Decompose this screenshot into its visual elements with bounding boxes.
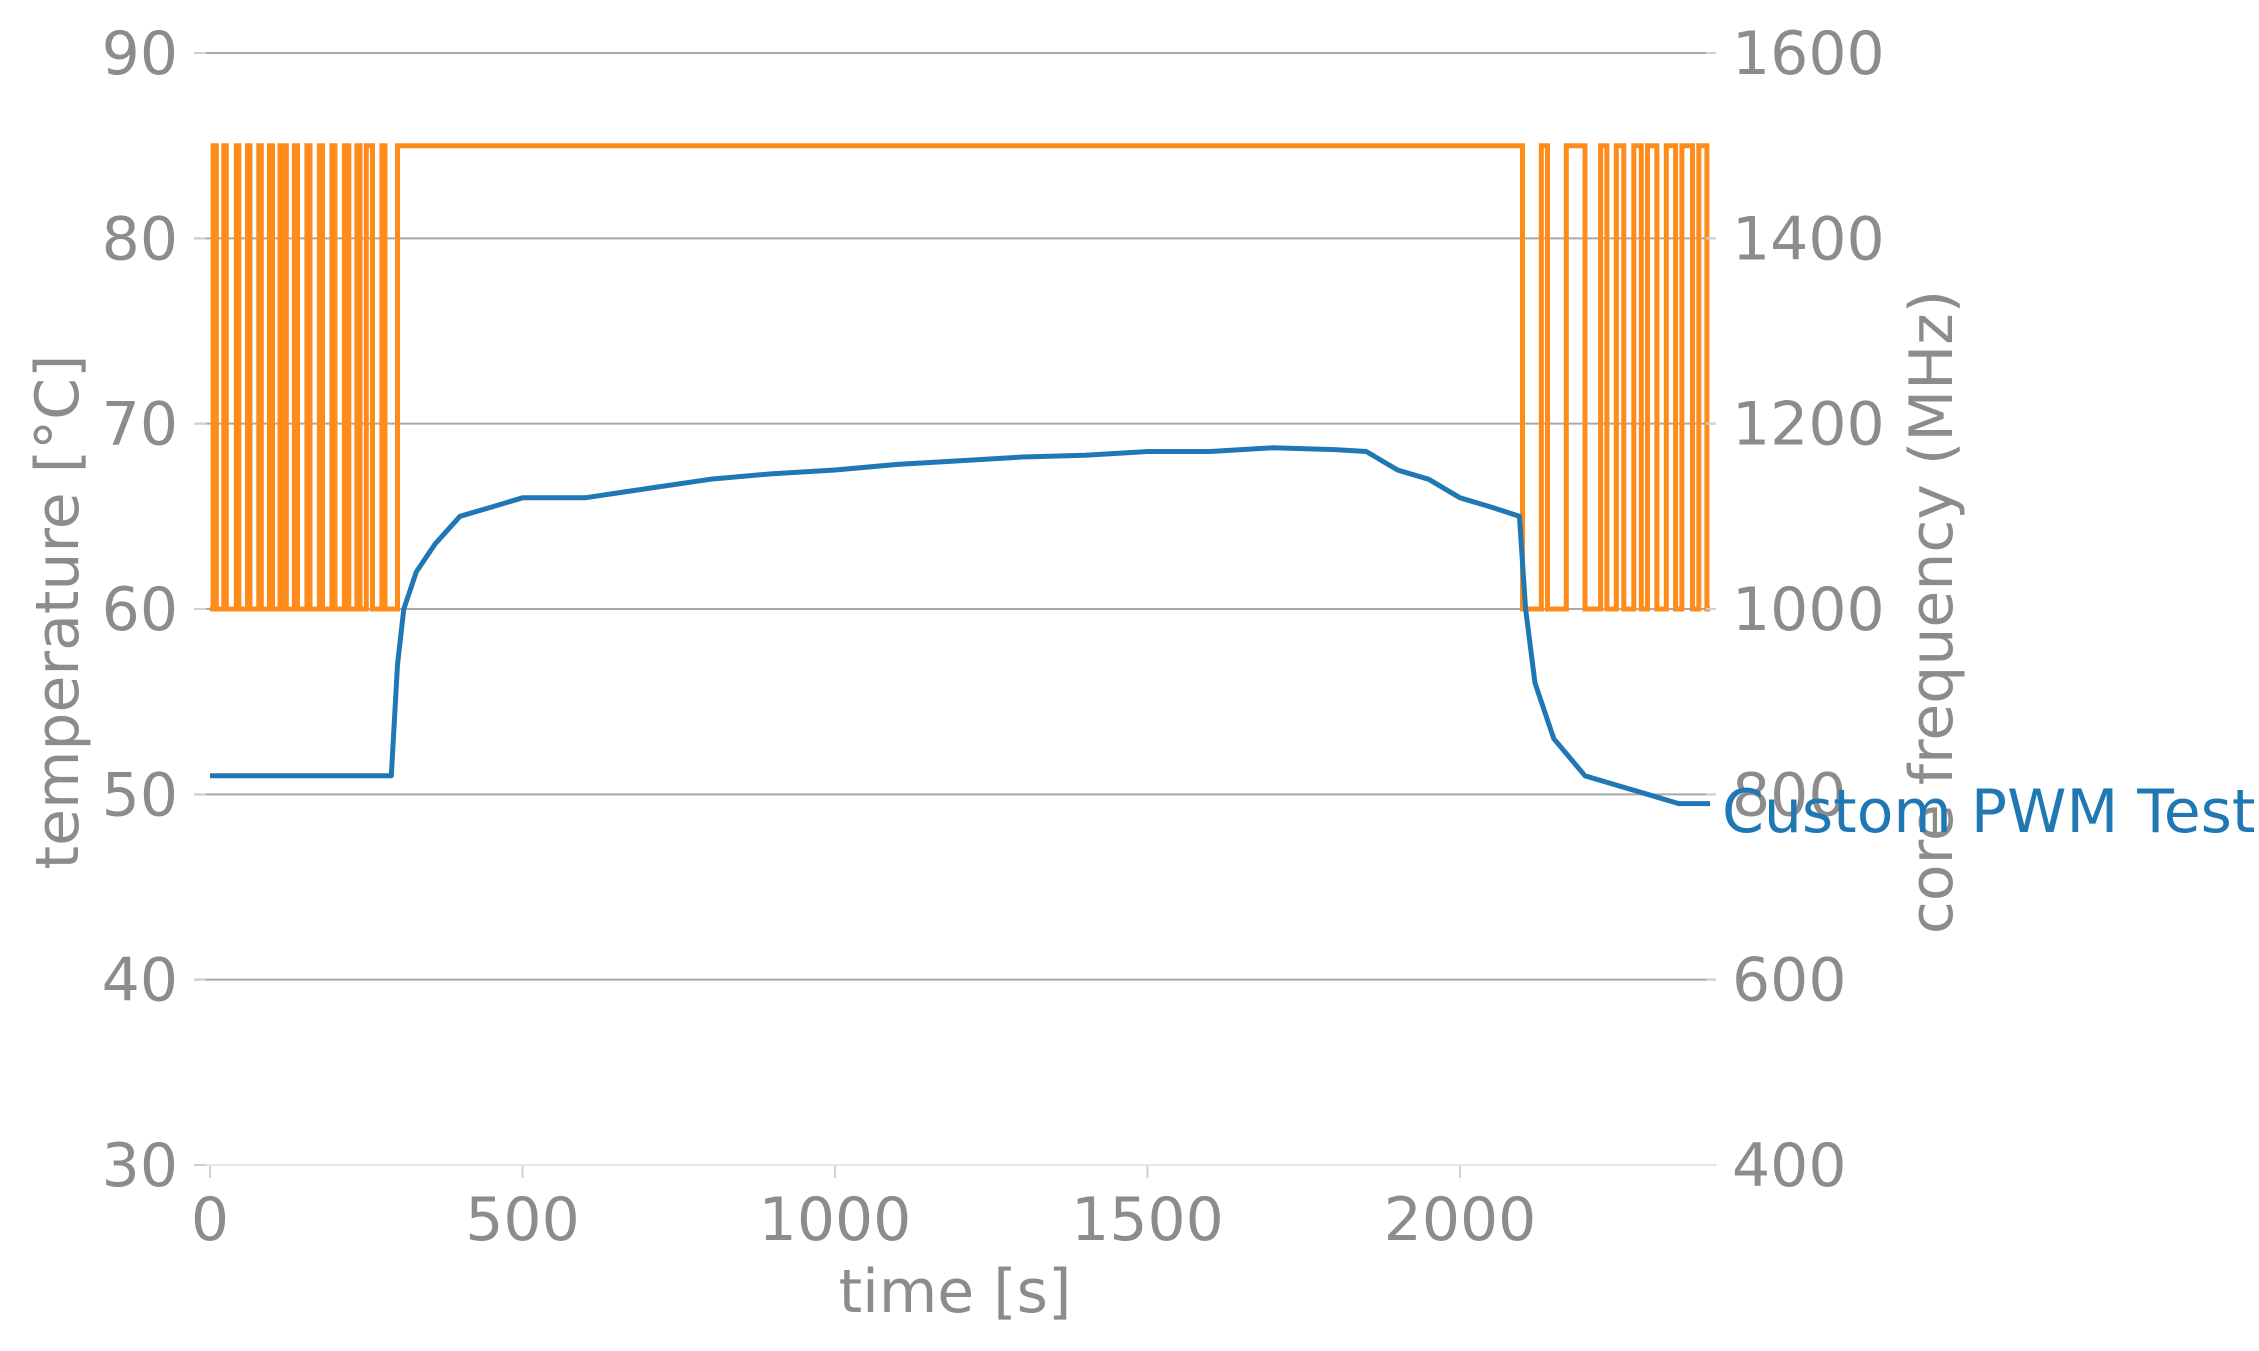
x-tick-label: 1500 bbox=[1071, 1185, 1224, 1255]
frequency-line bbox=[210, 143, 1710, 612]
y-tick-label-right: 1200 bbox=[1732, 390, 1885, 460]
y-tick-label-right: 1400 bbox=[1732, 204, 1885, 274]
y-tick-label-right: 1000 bbox=[1732, 575, 1885, 645]
y-tick-label-left: 80 bbox=[102, 204, 178, 274]
y-tick-label-left: 90 bbox=[102, 19, 178, 89]
temperature-series bbox=[210, 445, 1710, 807]
y-tick-label-right: 600 bbox=[1732, 946, 1847, 1016]
y-tick-label-right: 800 bbox=[1732, 760, 1847, 830]
y-tick-label-left: 30 bbox=[102, 1131, 178, 1201]
series-label: Custom PWM Test bbox=[1722, 777, 2255, 847]
y-tick-label-left: 50 bbox=[102, 760, 178, 830]
tick-labels: 30 40 50 60 70 80 90 400 600 800 1000 1200 1400 1600 0… bbox=[102, 19, 1885, 1255]
y-axis-label-left: temperature [°C] bbox=[23, 355, 93, 870]
y-tick-label-left: 60 bbox=[102, 575, 178, 645]
grid-lines bbox=[194, 52, 1716, 981]
x-tick-label: 0 bbox=[191, 1185, 229, 1255]
x-tick-label: 2000 bbox=[1384, 1185, 1537, 1255]
y-axis-label-right: core frequency (MHz) bbox=[1897, 290, 1967, 934]
frequency-series bbox=[210, 143, 1710, 612]
y-tick-label-left: 70 bbox=[102, 390, 178, 460]
x-tick-label: 1000 bbox=[759, 1185, 912, 1255]
y-tick-label-left: 40 bbox=[102, 946, 178, 1016]
temperature-line bbox=[210, 445, 1710, 807]
y-tick-label-right: 1600 bbox=[1732, 19, 1885, 89]
x-axis-label: time [s] bbox=[839, 1257, 1072, 1327]
x-tick-label: 500 bbox=[465, 1185, 580, 1255]
y-tick-label-right: 400 bbox=[1732, 1131, 1847, 1201]
